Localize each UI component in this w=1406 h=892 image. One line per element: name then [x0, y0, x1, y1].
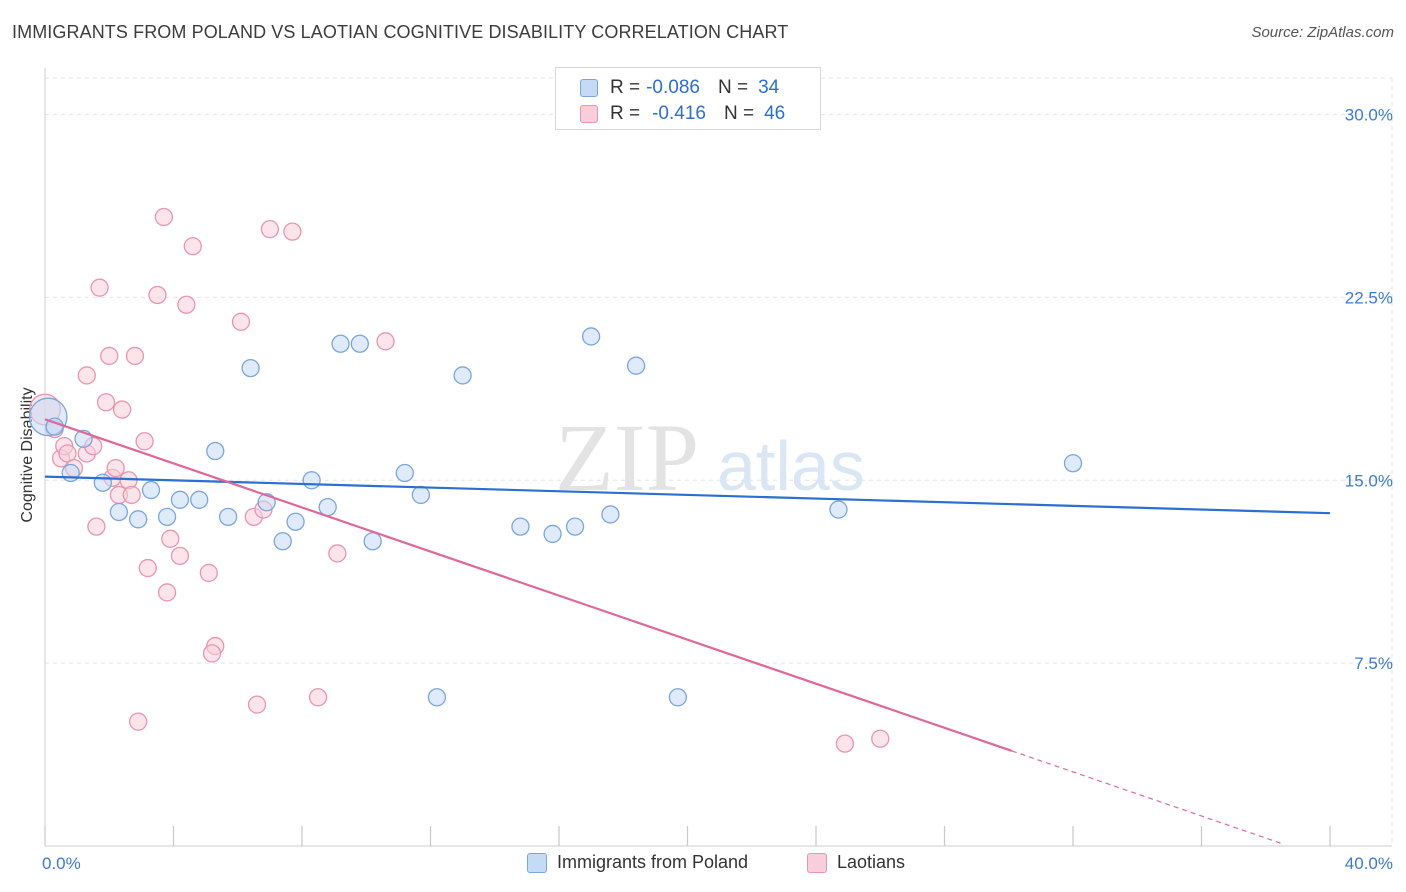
legend-r-value: -0.086 [646, 77, 700, 99]
point-laotians [836, 735, 853, 752]
point-poland [274, 533, 291, 550]
point-laotians [78, 367, 95, 384]
point-laotians [200, 564, 217, 581]
point-poland [62, 464, 79, 481]
legend-row-poland: R = -0.086 N = 34 [580, 76, 779, 100]
point-poland [207, 443, 224, 460]
point-poland [303, 472, 320, 489]
point-poland [412, 486, 429, 503]
point-laotians [98, 394, 115, 411]
point-laotians [107, 460, 124, 477]
legend-r-label: R = [610, 103, 640, 125]
point-poland [669, 689, 686, 706]
point-poland [602, 506, 619, 523]
point-poland [94, 474, 111, 491]
point-laotians [249, 696, 266, 713]
point-laotians [114, 401, 131, 418]
point-laotians [126, 347, 143, 364]
point-laotians [88, 518, 105, 535]
y-tick-label: 7.5% [1354, 654, 1393, 673]
point-poland [319, 499, 336, 516]
point-laotians [377, 333, 394, 350]
point-poland [583, 328, 600, 345]
point-poland [332, 335, 349, 352]
point-poland [512, 518, 529, 535]
point-laotians [184, 238, 201, 255]
point-poland [567, 518, 584, 535]
correlation-legend: R = -0.086 N = 34 R = -0.416 N = 46 [555, 67, 821, 130]
legend-swatch-laotians [807, 853, 827, 873]
point-laotians [310, 689, 327, 706]
point-laotians [872, 730, 889, 747]
legend-r-label: R = [610, 77, 640, 99]
legend-n-label: N = [718, 77, 748, 99]
point-poland [159, 508, 176, 525]
legend-row-laotians: R = -0.416 N = 46 [580, 102, 785, 126]
point-laotians [204, 645, 221, 662]
point-laotians [232, 313, 249, 330]
legend-swatch-poland [580, 79, 598, 97]
y-tick-label: 30.0% [1345, 106, 1393, 125]
legend-swatch-poland [527, 853, 547, 873]
point-poland [396, 464, 413, 481]
point-laotians [162, 530, 179, 547]
point-poland [830, 501, 847, 518]
y-tick-label: 15.0% [1345, 471, 1393, 490]
trend-line-laotians-extension [1012, 751, 1282, 844]
point-poland [143, 482, 160, 499]
trend-line-laotians [45, 419, 1012, 751]
point-poland [351, 335, 368, 352]
legend-r-value: -0.416 [652, 103, 706, 125]
point-poland [242, 360, 259, 377]
point-laotians [329, 545, 346, 562]
point-poland [544, 525, 561, 542]
point-poland [628, 357, 645, 374]
legend-n-label: N = [724, 103, 754, 125]
point-poland [287, 513, 304, 530]
point-poland [191, 491, 208, 508]
point-poland [428, 689, 445, 706]
point-laotians [261, 221, 278, 238]
scatter-plot: ZIP atlas 7.5%15.0%22.5%30.0%0.0% 40.0% [0, 0, 1406, 892]
legend-n-value: 34 [758, 77, 779, 99]
point-poland [171, 491, 188, 508]
point-poland [130, 511, 147, 528]
point-poland [110, 503, 127, 520]
point-laotians [91, 279, 108, 296]
point-laotians [101, 347, 118, 364]
legend-item-laotians[interactable]: Laotians [807, 852, 905, 873]
legend-n-value: 46 [764, 103, 785, 125]
legend-item-poland[interactable]: Immigrants from Poland [527, 852, 748, 873]
point-poland [454, 367, 471, 384]
legend-label-poland: Immigrants from Poland [557, 852, 748, 873]
legend-label-laotians: Laotians [837, 852, 905, 873]
watermark-atlas: atlas [717, 427, 865, 505]
point-laotians [155, 208, 172, 225]
legend-swatch-laotians [580, 105, 598, 123]
point-poland [1065, 455, 1082, 472]
y-tick-label: 22.5% [1345, 288, 1393, 307]
point-laotians [171, 547, 188, 564]
series-legend: Immigrants from Poland Laotians [0, 852, 1406, 876]
point-laotians [136, 433, 153, 450]
point-laotians [178, 296, 195, 313]
point-laotians [130, 713, 147, 730]
point-laotians [284, 223, 301, 240]
point-poland [220, 508, 237, 525]
point-laotians [123, 486, 140, 503]
point-laotians [139, 560, 156, 577]
point-laotians [149, 286, 166, 303]
point-poland [364, 533, 381, 550]
point-laotians [159, 584, 176, 601]
